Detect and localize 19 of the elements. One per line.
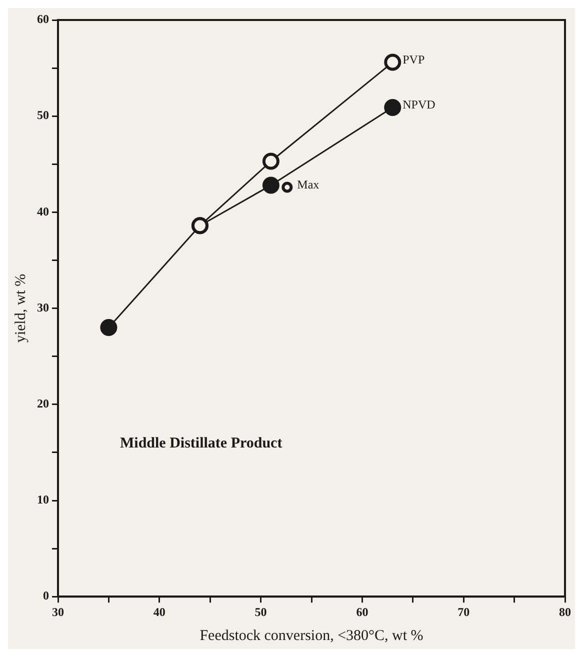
y-axis-title: yield, wt % — [12, 274, 29, 343]
x-tick-label: 30 — [52, 604, 64, 619]
x-tick-label: 80 — [559, 604, 571, 619]
x-axis-title: Feedstock conversion, <380°C, wt % — [200, 628, 424, 644]
x-tick-label: 70 — [458, 604, 470, 619]
x-tick-label: 50 — [254, 604, 267, 619]
x-tick-label: 40 — [153, 604, 166, 619]
annotation: Middle Distillate Product — [120, 436, 282, 452]
x-tick-label: 60 — [356, 604, 368, 619]
series-label: PVP — [402, 52, 425, 66]
y-tick-label: 0 — [43, 588, 49, 603]
y-tick-label: 30 — [37, 300, 49, 314]
y-tick-label: 20 — [37, 396, 49, 410]
series-label: NPVD — [402, 98, 436, 112]
y-tick-label: 60 — [37, 12, 49, 26]
y-tick-label: 50 — [37, 108, 49, 122]
y-tick-label: 10 — [37, 492, 49, 507]
series-label: Max — [297, 177, 320, 192]
y-tick-label: 40 — [37, 204, 49, 218]
